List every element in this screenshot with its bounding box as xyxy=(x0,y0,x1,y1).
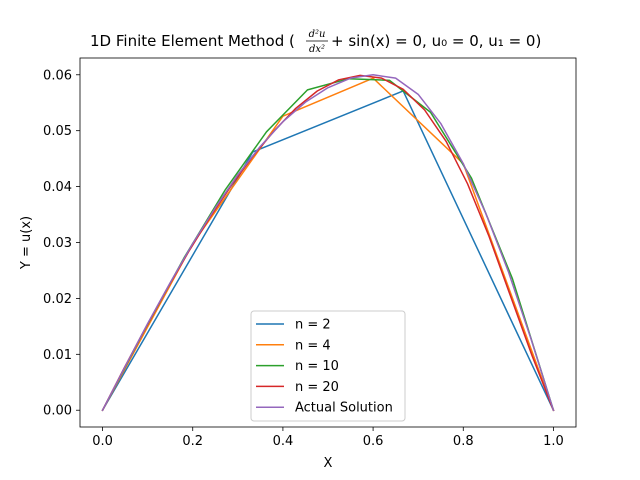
y-tick-label: 0.03 xyxy=(43,236,72,251)
title-suffix: + sin(x) = 0, u₀ = 0, u₁ = 0) xyxy=(331,32,541,50)
y-tick-label: 0.00 xyxy=(43,404,72,419)
y-ticks: 0.00 0.01 0.02 0.03 0.04 0.05 0.06 xyxy=(43,68,80,419)
series-line-4 xyxy=(101,74,555,412)
title-frac-numerator: d²u xyxy=(309,29,326,40)
legend-label-0: n = 2 xyxy=(295,318,331,333)
legend-label-3: n = 20 xyxy=(295,380,339,395)
legend-label-1: n = 4 xyxy=(295,338,331,353)
legend-label-2: n = 10 xyxy=(295,359,339,374)
legend-label-4: Actual Solution xyxy=(295,401,393,416)
y-tick-label: 0.01 xyxy=(43,348,72,363)
series-layer xyxy=(101,74,555,412)
x-tick-label: 0.4 xyxy=(273,434,294,449)
plot-area: 0.0 0.2 0.4 0.6 0.8 1.0 0.000.010.020.030.040… xyxy=(43,57,577,449)
series-line-0 xyxy=(101,90,555,412)
x-tick-label: 0.6 xyxy=(363,434,384,449)
x-tick-label: 0.8 xyxy=(453,434,474,449)
title-frac-denominator: dx² xyxy=(309,44,325,55)
x-tick-label: 0.2 xyxy=(182,434,203,449)
x-tick-label: 1.0 xyxy=(543,434,564,449)
legend: n = 2 n = 4 n = 10 n = 20 Actual Solution xyxy=(250,310,406,422)
y-tick-label: 0.04 xyxy=(43,180,72,195)
x-tick-label: 0.0 xyxy=(92,434,113,449)
legend-box xyxy=(250,310,406,422)
chart-title: 1D Finite Element Method ( d²u dx² + sin… xyxy=(90,29,541,55)
y-tick-label: 0.02 xyxy=(43,292,72,307)
title-prefix: 1D Finite Element Method ( xyxy=(90,32,295,50)
x-ticks: 0.0 0.2 0.4 0.6 0.8 1.0 xyxy=(92,427,564,449)
y-tick-label: 0.06 xyxy=(43,68,72,83)
x-axis-label: X xyxy=(324,456,333,471)
y-axis-label: Y = u(x) xyxy=(19,216,34,270)
y-tick-label: 0.05 xyxy=(43,124,72,139)
